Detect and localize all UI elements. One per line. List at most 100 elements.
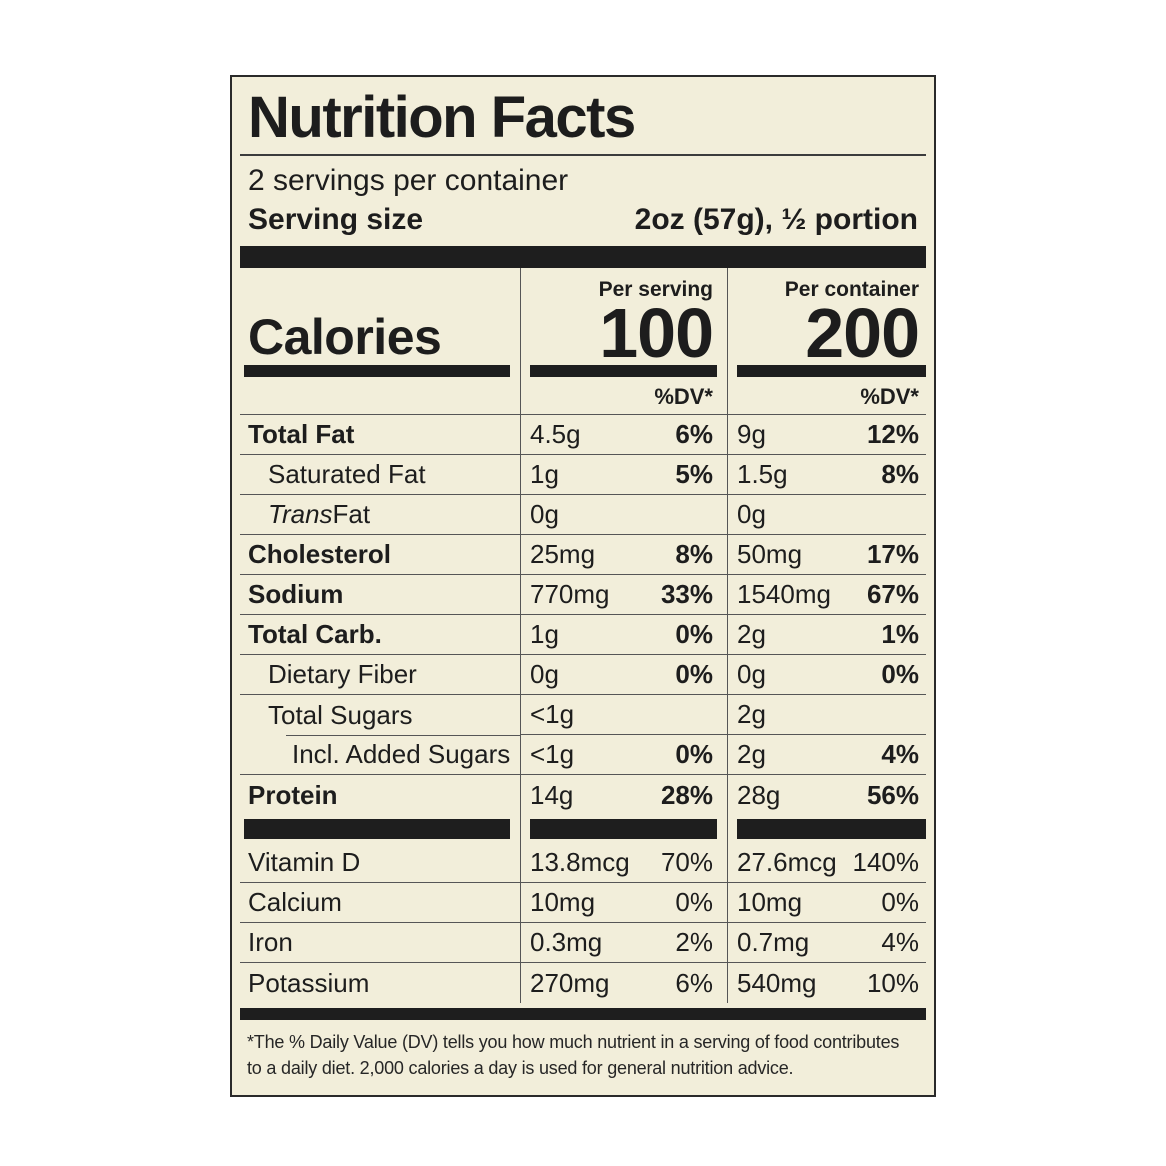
serving-size-label: Serving size (248, 202, 424, 236)
daily-value-header-band: %DV* %DV* (240, 377, 926, 415)
serving-size-row: Serving size 2oz (57g), ½ portion (240, 203, 926, 238)
per-container-dv: 17% (866, 539, 919, 569)
bar-segment (727, 365, 926, 377)
footnote-text: *The % Daily Value (DV) tells you how mu… (247, 1032, 900, 1078)
per-container-cell: 540mg 10% (727, 963, 926, 1003)
per-container-amount: 2g (737, 619, 766, 649)
nutrient-name: Calcium (240, 883, 520, 923)
per-serving-amount: 0g (530, 659, 559, 689)
per-container-cell: 0g 0% (727, 655, 926, 695)
per-container-amount: 2g (737, 739, 766, 769)
per-serving-amount: <1g (530, 699, 575, 729)
per-serving-cell: 14g 28% (520, 775, 727, 815)
per-container-cell: 2g (727, 695, 926, 735)
per-container-amount: 50mg (737, 539, 803, 569)
per-serving-dv: 8% (675, 539, 713, 569)
row-potassium: Potassium 270mg 6% 540mg 10% (240, 963, 926, 1003)
nutrient-name: Incl. Added Sugars (240, 735, 520, 775)
nutrition-facts-label: Nutrition Facts 2 servings per container… (230, 75, 936, 1098)
black-bar (244, 365, 510, 377)
black-bar (737, 365, 926, 377)
bottom-thick-bar (240, 1008, 926, 1020)
per-container-amount: 0g (737, 499, 766, 529)
per-serving-cell: 1g 0% (520, 615, 727, 655)
per-serving-amount: 14g (530, 779, 574, 810)
per-container-amount: 2g (737, 699, 766, 729)
per-container-cell: 28g 56% (727, 775, 926, 815)
calories-per-container-cell: Per container 200 (727, 268, 926, 372)
row-vitamin-d: Vitamin D 13.8mcg 70% 27.6mcg 140% (240, 843, 926, 883)
per-serving-amount: 25mg (530, 539, 596, 569)
micronutrient-divider-bars (240, 815, 926, 843)
per-container-amount: 0g (737, 659, 766, 689)
per-serving-dv: 6% (675, 967, 713, 998)
per-container-cell: 2g 4% (727, 735, 926, 775)
nutrient-name: Sodium (240, 575, 520, 615)
nutrient-name: Trans Fat (240, 495, 520, 535)
per-container-dv: 140% (852, 847, 920, 877)
per-container-cell: 27.6mcg 140% (727, 843, 926, 883)
per-serving-header: Per serving (598, 277, 713, 301)
row-total-sugars: Total Sugars <1g 2g (240, 695, 926, 736)
row-cholesterol: Cholesterol 25mg 8% 50mg 17% (240, 535, 926, 575)
calories-section: Calories Per serving 100 Per container 2… (240, 268, 926, 372)
per-serving-amount: <1g (530, 739, 575, 769)
nutrient-name: Potassium (248, 967, 370, 998)
per-serving-amount: 770mg (530, 579, 610, 609)
label-title: Nutrition Facts (248, 85, 636, 150)
calories-cell: Calories (240, 268, 520, 365)
per-serving-dv: 28% (660, 779, 713, 810)
per-container-dv: 0% (881, 659, 919, 689)
per-serving-dv: 6% (675, 419, 713, 449)
per-serving-dv: 33% (660, 579, 713, 609)
empty-cell (240, 377, 520, 415)
per-container-cell: 50mg 17% (727, 535, 926, 575)
per-serving-cell: 10mg 0% (520, 883, 727, 923)
per-serving-cell: <1g 0% (520, 735, 727, 775)
per-serving-cell: 13.8mcg 70% (520, 843, 727, 883)
per-container-dv: 0% (881, 887, 919, 917)
per-container-dv: 1% (881, 619, 919, 649)
title-divider (240, 154, 926, 156)
bar-segment (240, 815, 520, 843)
per-container-amount: 1540mg (737, 579, 831, 609)
per-serving-amount: 1g (530, 619, 559, 649)
bar-segment (727, 815, 926, 843)
nutrient-name: Protein (248, 779, 338, 810)
row-dietary-fiber: Dietary Fiber 0g 0% 0g 0% (240, 655, 926, 695)
row-iron: Iron 0.3mg 2% 0.7mg 4% (240, 923, 926, 963)
per-container-dv: 12% (866, 419, 919, 449)
per-serving-cell: 25mg 8% (520, 535, 727, 575)
per-container-dv: 4% (881, 739, 919, 769)
bar-segment (520, 365, 727, 377)
per-serving-cell: 4.5g 6% (520, 415, 727, 455)
calories-per-serving-cell: Per serving 100 (520, 268, 727, 372)
per-serving-cell: <1g (520, 695, 727, 735)
per-serving-dv-header: %DV* (520, 377, 727, 415)
per-serving-cell: 0.3mg 2% (520, 923, 727, 963)
black-bar (530, 819, 717, 839)
calories-underline-bars (240, 365, 926, 377)
per-container-amount: 28g (737, 779, 781, 810)
per-serving-amount: 0.3mg (530, 927, 603, 957)
top-thick-bar (240, 246, 926, 268)
per-container-dv: 67% (866, 579, 919, 609)
per-serving-calories-value: 100 (599, 293, 714, 372)
row-trans-fat: Trans Fat 0g 0g (240, 495, 926, 535)
per-serving-dv: 0% (675, 887, 713, 917)
per-container-amount: 9g (737, 419, 766, 449)
per-serving-amount: 0g (530, 499, 559, 529)
nutrient-name: Total Sugars (240, 695, 520, 736)
per-serving-dv: 0% (675, 739, 713, 769)
per-serving-dv: 5% (675, 459, 713, 489)
row-total-fat: Total Fat 4.5g 6% 9g 12% (240, 415, 926, 455)
per-container-dv: 10% (866, 967, 919, 998)
per-serving-cell: 1g 5% (520, 455, 727, 495)
servings-per-container: 2 servings per container (248, 164, 569, 197)
per-container-cell: 0.7mg 4% (727, 923, 926, 963)
per-container-amount: 1.5g (737, 459, 788, 489)
per-serving-cell: 0g 0% (520, 655, 727, 695)
per-container-header: Per container (784, 277, 919, 301)
per-container-calories-value: 200 (805, 293, 920, 372)
